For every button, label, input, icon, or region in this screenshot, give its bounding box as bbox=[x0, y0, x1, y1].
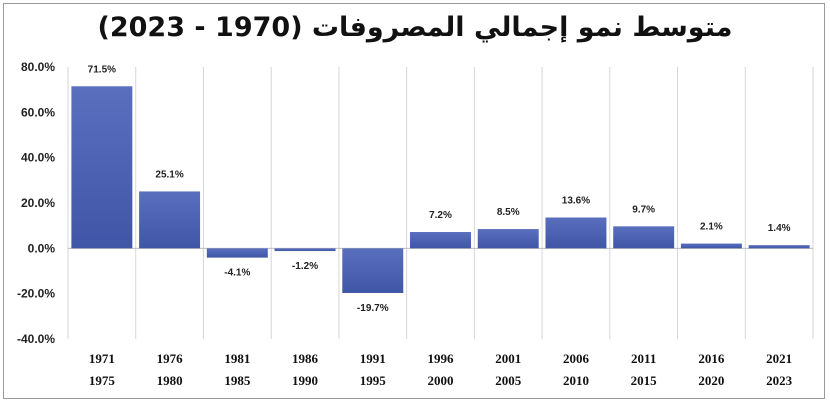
x-tick-label: 1995 bbox=[360, 373, 387, 388]
data-label: -4.1% bbox=[224, 268, 250, 279]
y-axis: 80.0% 60.0% 40.0% 20.0% 0.0% -20.0% -40.0% bbox=[17, 60, 55, 346]
data-label: 71.5% bbox=[88, 64, 116, 75]
bar bbox=[545, 217, 607, 249]
bar bbox=[274, 248, 336, 252]
y-tick-label: 0.0% bbox=[28, 241, 56, 255]
bar bbox=[410, 232, 471, 249]
x-tick-label: 2016 bbox=[698, 351, 725, 366]
x-tick-label: 2000 bbox=[428, 373, 454, 388]
y-tick-label: 80.0% bbox=[21, 60, 55, 74]
x-tick-label: 1996 bbox=[428, 351, 455, 366]
y-tick-label: -20.0% bbox=[17, 287, 55, 301]
y-tick-label: 60.0% bbox=[21, 105, 55, 119]
data-label: 1.4% bbox=[768, 223, 791, 234]
bar bbox=[71, 86, 133, 249]
x-tick-label: 1991 bbox=[360, 351, 386, 366]
bars bbox=[71, 86, 810, 293]
y-tick-label: 20.0% bbox=[21, 196, 55, 210]
data-label: 13.6% bbox=[562, 196, 590, 207]
x-tick-label: 1976 bbox=[157, 351, 184, 366]
x-tick-label: 2010 bbox=[563, 373, 589, 388]
x-tick-label: 1985 bbox=[224, 373, 251, 388]
y-tick-label: 40.0% bbox=[21, 151, 55, 165]
x-tick-label: 1986 bbox=[292, 351, 319, 366]
data-label: -1.2% bbox=[292, 261, 318, 272]
bar bbox=[680, 243, 742, 249]
x-tick-label: 2021 bbox=[766, 351, 792, 366]
x-axis: 1971 1975 1976 1980 1981 1985 1986 1990 1991 1995… bbox=[89, 351, 793, 388]
x-tick-label: 2005 bbox=[495, 373, 522, 388]
y-tick-label: -40.0% bbox=[17, 332, 55, 346]
x-tick-label: 1981 bbox=[224, 351, 250, 366]
bar bbox=[139, 191, 201, 249]
x-tick-label: 2006 bbox=[563, 351, 590, 366]
x-tick-label: 2015 bbox=[631, 373, 658, 388]
data-label: 2.1% bbox=[700, 222, 723, 233]
data-label: 25.1% bbox=[155, 169, 183, 180]
bar bbox=[342, 248, 404, 293]
x-tick-label: 2001 bbox=[495, 351, 521, 366]
data-labels: 71.5% 25.1% -4.1% -1.2% -19.7% 7.2% 8.5% 13.6% 9… bbox=[88, 64, 791, 314]
chart-title: متوسط نمو إجمالي المصروفات (1970 - 2023) bbox=[97, 12, 733, 43]
data-label: 7.2% bbox=[429, 210, 452, 221]
x-tick-label: 1971 bbox=[89, 351, 115, 366]
data-label: -19.7% bbox=[357, 303, 389, 314]
bar bbox=[206, 248, 268, 258]
x-tick-label: 2020 bbox=[698, 373, 724, 388]
x-tick-label: 1990 bbox=[292, 373, 318, 388]
x-tick-label: 2011 bbox=[631, 351, 656, 366]
data-label: 9.7% bbox=[632, 204, 655, 215]
bar bbox=[748, 245, 810, 249]
bar bbox=[477, 229, 539, 249]
x-tick-label: 1975 bbox=[89, 373, 116, 388]
data-label: 8.5% bbox=[497, 207, 520, 218]
x-tick-label: 2023 bbox=[766, 373, 793, 388]
bar bbox=[613, 226, 675, 249]
x-tick-label: 1980 bbox=[157, 373, 183, 388]
